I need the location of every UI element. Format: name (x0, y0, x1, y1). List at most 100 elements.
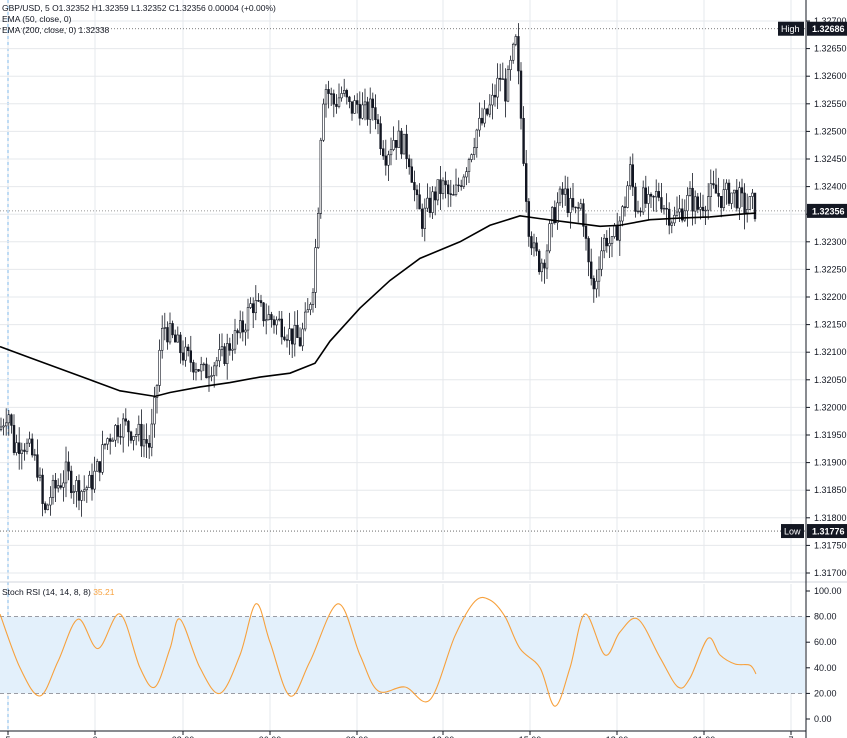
candle (428, 186, 432, 218)
candle-body (498, 77, 502, 80)
low-tag-box (781, 524, 804, 539)
candle (504, 68, 507, 118)
candle-body (587, 238, 590, 263)
candle-body (582, 203, 585, 227)
stoch-tick-label-4: 80.00 (814, 612, 837, 622)
candle (106, 437, 109, 451)
candle-body (602, 237, 606, 252)
candle-body (36, 454, 39, 478)
low-tag-label: Low (784, 527, 801, 537)
candle (686, 187, 689, 227)
candle-body (192, 362, 195, 373)
candle (166, 321, 169, 350)
candle-body (98, 461, 102, 473)
candle (506, 65, 510, 103)
candle-body (257, 300, 260, 302)
high-tag-label: High (781, 24, 800, 34)
candle (556, 192, 559, 230)
candle (70, 465, 73, 499)
candle (675, 196, 679, 217)
candle (449, 179, 452, 207)
candle (730, 192, 733, 210)
candle (725, 179, 728, 205)
candle-body (231, 348, 234, 351)
candle-body (340, 93, 343, 99)
candle-body (122, 418, 125, 438)
candle (161, 315, 164, 359)
candle-body (70, 470, 73, 493)
price-tick-label-2: 1.31800 (814, 513, 847, 523)
candle (137, 415, 140, 442)
candle (285, 334, 289, 348)
candle (181, 340, 185, 366)
candle (210, 366, 213, 382)
candle-body (296, 324, 299, 338)
candle-body (400, 130, 403, 155)
candle-body (751, 192, 754, 197)
candle (246, 298, 250, 339)
candle-body (264, 319, 268, 322)
candle (571, 182, 575, 211)
candle (623, 196, 627, 217)
candle (158, 339, 161, 392)
candle (423, 198, 426, 242)
candle-body (548, 223, 551, 252)
candle-body (226, 343, 229, 364)
candle-body (132, 436, 135, 441)
candle (413, 170, 416, 202)
candle (579, 198, 583, 211)
candle (524, 150, 528, 213)
candle (608, 227, 611, 259)
candle (379, 116, 382, 156)
candle (148, 435, 151, 459)
candle-body (576, 207, 580, 209)
candle (366, 96, 369, 126)
candle-body (535, 242, 538, 252)
candle (127, 419, 130, 447)
candle (444, 171, 447, 199)
candle-body (252, 303, 255, 314)
candle (129, 430, 133, 444)
candle-body (124, 418, 128, 422)
candle-body (457, 184, 460, 187)
candle-body (348, 96, 351, 102)
candle (101, 430, 104, 475)
candle (192, 359, 195, 381)
candle (384, 139, 387, 176)
candle-body (116, 425, 120, 437)
candle (657, 182, 661, 202)
candle (80, 489, 83, 517)
candle (602, 233, 606, 259)
candle (142, 424, 146, 458)
candle-body (353, 100, 356, 114)
candle (576, 201, 580, 223)
candle (714, 168, 718, 194)
candle (517, 23, 520, 85)
candle-body (259, 300, 263, 304)
candle (626, 181, 629, 209)
candle-body (631, 164, 635, 188)
candle (348, 95, 351, 109)
candle (197, 368, 200, 373)
candle-body (730, 192, 733, 204)
price-tick-label-1: 1.31750 (814, 540, 847, 550)
candle (727, 179, 731, 206)
candle (10, 413, 13, 434)
candle-body (657, 191, 661, 198)
candle (275, 316, 278, 335)
candle-body (488, 104, 491, 115)
candle-body (472, 147, 476, 155)
candle-body (64, 461, 68, 484)
candle (751, 188, 754, 209)
candle (280, 310, 283, 345)
candle (407, 154, 411, 175)
candle-body (517, 36, 520, 72)
candle (171, 320, 174, 339)
candle (220, 333, 224, 357)
candle (327, 80, 330, 109)
candle-body (67, 461, 70, 472)
candle (62, 470, 65, 502)
candle (236, 328, 239, 345)
candle-body (454, 184, 458, 195)
candle (252, 297, 255, 329)
